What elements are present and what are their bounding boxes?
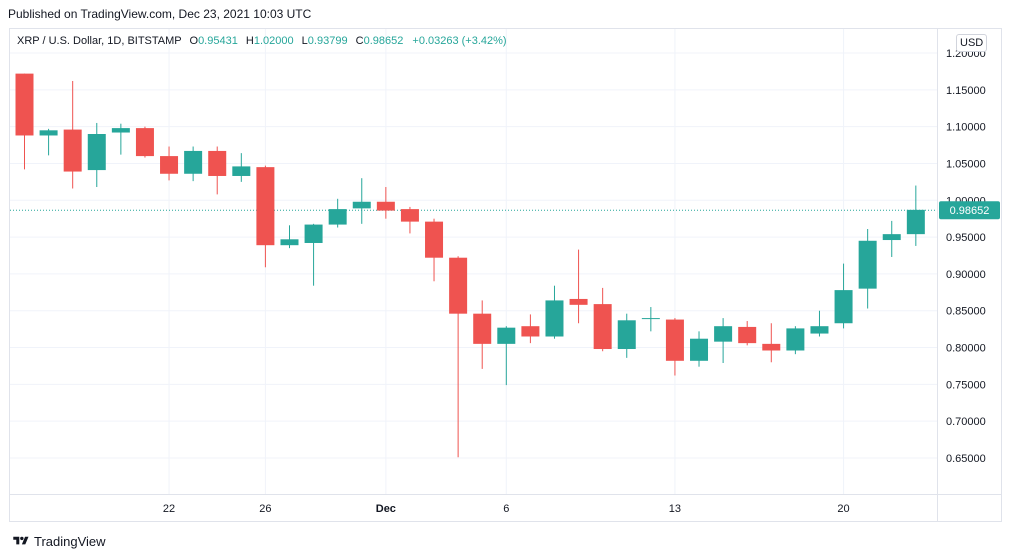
symbol-name[interactable]: XRP / U.S. Dollar, 1D, BITSTAMP	[17, 35, 182, 47]
y-tick-label: 0.90000	[946, 269, 986, 281]
candle-body-down[interactable]	[15, 73, 34, 136]
y-tick-label: 0.70000	[946, 416, 986, 428]
open-value: 0.95431	[198, 35, 238, 47]
y-tick-label: 1.15000	[946, 85, 986, 97]
x-tick-label: 13	[669, 503, 681, 515]
close-label: C	[355, 35, 364, 47]
candle-body-down[interactable]	[160, 156, 179, 174]
candle-body-down[interactable]	[376, 201, 395, 211]
candle-body-down[interactable]	[256, 167, 275, 246]
candle-body-up[interactable]	[810, 326, 829, 334]
low-value: 0.93799	[307, 35, 348, 47]
candle-body-down[interactable]	[593, 304, 612, 350]
candle-body-up[interactable]	[690, 338, 709, 361]
currency-button[interactable]: USD	[956, 34, 988, 52]
high-value: 1.02000	[253, 35, 294, 47]
candle-body-down[interactable]	[521, 326, 540, 337]
candle-body-up[interactable]	[328, 209, 347, 225]
candle-body-up[interactable]	[304, 224, 323, 243]
candle-body-up[interactable]	[87, 134, 106, 171]
y-tick-label: 0.75000	[946, 379, 986, 391]
candle-body-up[interactable]	[232, 166, 251, 176]
y-tick-label: 0.85000	[946, 306, 986, 318]
tradingview-logo-icon	[13, 536, 29, 545]
candle-body-down[interactable]	[208, 150, 227, 176]
symbol-legend: XRP / U.S. Dollar, 1D, BITSTAMP O0.95431…	[17, 35, 507, 47]
candle-body-down[interactable]	[738, 326, 757, 344]
candle-body-up[interactable]	[906, 209, 925, 235]
close-value: 0.98652	[363, 35, 404, 47]
tradingview-brand[interactable]: TradingView	[12, 532, 106, 550]
candle-body-down[interactable]	[63, 129, 82, 172]
candle-body-up[interactable]	[352, 201, 371, 209]
candle-body-down[interactable]	[449, 257, 468, 314]
open-label: O	[189, 35, 199, 47]
x-tick-label: 6	[503, 503, 509, 515]
x-tick-label: 20	[837, 503, 849, 515]
published-caption: Published on TradingView.com, Dec 23, 20…	[8, 7, 312, 21]
change-value: +0.03263 (+3.42%)	[412, 35, 507, 47]
candle-body-up[interactable]	[834, 290, 853, 324]
candle-body-up[interactable]	[882, 234, 901, 241]
y-tick-label: 1.10000	[946, 122, 986, 134]
y-tick-label: 1.05000	[946, 158, 986, 170]
candle-body-up[interactable]	[545, 300, 564, 337]
candle-body-up[interactable]	[184, 150, 203, 174]
candle-body-down[interactable]	[400, 209, 419, 222]
candle-body-up[interactable]	[786, 328, 805, 351]
candle-body-down[interactable]	[665, 319, 684, 361]
brand-name: TradingView	[34, 533, 106, 549]
candle-body-up[interactable]	[39, 130, 58, 136]
candle-body-down[interactable]	[569, 298, 588, 305]
x-tick-label: 26	[259, 503, 271, 515]
last-price-label: 0.98652	[950, 205, 990, 217]
candle-body-up[interactable]	[280, 239, 299, 246]
candle-body-up[interactable]	[858, 240, 877, 289]
candle-body-up[interactable]	[641, 318, 660, 320]
candle-body-down[interactable]	[135, 128, 154, 157]
y-tick-label: 0.65000	[946, 453, 986, 465]
candle-body-up[interactable]	[617, 320, 636, 350]
candle-body-up[interactable]	[714, 326, 733, 342]
chart-frame	[9, 28, 1002, 522]
candle-body-up[interactable]	[111, 128, 130, 133]
y-tick-label: 0.80000	[946, 343, 986, 355]
candle-body-down[interactable]	[473, 313, 492, 344]
low-label: L	[301, 35, 308, 47]
last-price-badge	[939, 201, 1000, 220]
x-tick-label: Dec	[376, 503, 396, 515]
candle-body-up[interactable]	[497, 327, 516, 344]
high-label: H	[245, 35, 254, 47]
y-tick-label: 0.95000	[946, 232, 986, 244]
candle-body-down[interactable]	[762, 343, 781, 351]
x-tick-label: 22	[163, 503, 175, 515]
candle-body-down[interactable]	[425, 221, 444, 258]
